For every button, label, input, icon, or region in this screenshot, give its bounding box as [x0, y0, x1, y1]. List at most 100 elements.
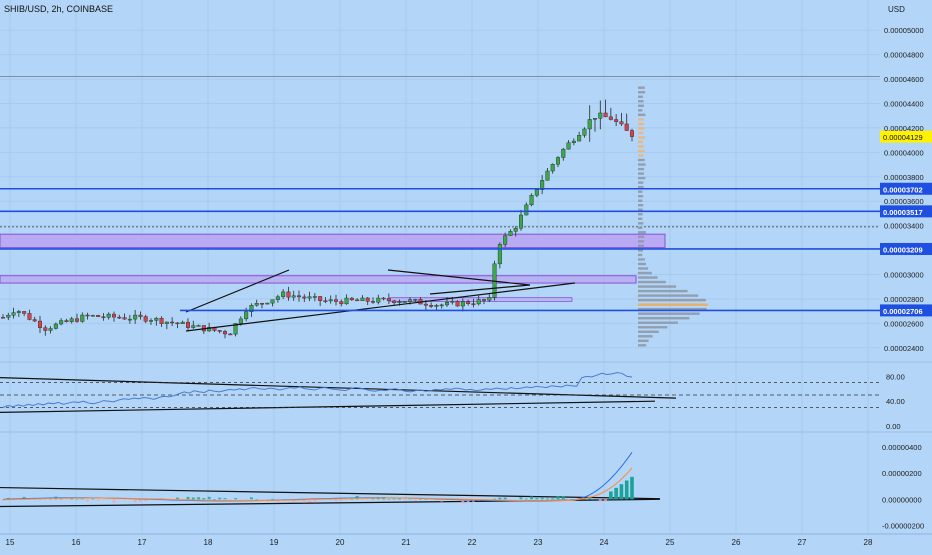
candle-body	[265, 302, 270, 305]
macd-histogram-bar	[350, 498, 354, 500]
candle-body	[344, 297, 349, 305]
macd-histogram-bar	[503, 497, 507, 500]
macd-histogram-bar	[186, 496, 190, 500]
candle-body	[550, 164, 555, 172]
macd-histogram-bar	[64, 499, 68, 500]
candle-body	[302, 296, 307, 299]
macd-histogram-bar	[366, 499, 370, 500]
macd-histogram-bar	[86, 499, 90, 502]
wedge-support-line	[185, 269, 290, 313]
time-tick-label: 28	[864, 538, 873, 547]
volume-profile-bar	[638, 231, 646, 234]
time-tick-label: 15	[6, 538, 15, 547]
macd-histogram-bar	[519, 497, 523, 500]
candle-body	[355, 299, 360, 302]
candle-body	[286, 291, 291, 298]
candle-body	[349, 297, 354, 301]
price-tick-label: 0.00002800	[884, 295, 924, 304]
volume-profile	[638, 86, 708, 347]
volume-profile-bar	[638, 258, 645, 261]
candle-body	[291, 295, 296, 298]
volume-profile-bar	[638, 131, 644, 135]
rsi-line	[2, 372, 633, 408]
candle-body	[312, 296, 317, 298]
macd-histogram-bar	[540, 497, 544, 500]
macd-pane	[1, 452, 634, 504]
macd-histogram-bar	[461, 499, 465, 504]
level-price-tag	[880, 242, 932, 255]
volume-profile-bar	[638, 213, 643, 216]
macd-histogram-bar	[175, 497, 179, 500]
volume-profile-bar	[638, 330, 659, 333]
macd-histogram-bar	[212, 498, 216, 500]
volume-profile-bar	[638, 113, 646, 117]
macd-histogram-bar	[593, 499, 597, 500]
macd-histogram-bar	[604, 499, 608, 502]
macd-histogram-bar	[244, 499, 248, 501]
level-price-label: 0.00003209	[883, 245, 923, 254]
candle-body	[22, 311, 27, 314]
candle-body	[434, 304, 439, 307]
macd-histogram-bar	[96, 499, 100, 501]
candle-body	[244, 311, 249, 320]
macd-histogram-bar	[123, 499, 127, 501]
candle-body	[154, 318, 159, 321]
volume-profile-bar	[638, 104, 644, 107]
time-tick-label: 20	[336, 538, 345, 547]
volume-profile-bar	[638, 109, 643, 112]
macd-tick-label: 0.00000200	[882, 469, 922, 478]
candle-body	[249, 305, 254, 313]
price-tick-label: 0.00004000	[884, 148, 924, 157]
macd-histogram-bar	[207, 496, 211, 500]
candle-body	[148, 320, 153, 322]
macd-histogram-bar	[239, 499, 243, 500]
current-price-tag	[880, 130, 932, 143]
volume-profile-bar	[638, 145, 644, 148]
volume-profile-bar	[638, 344, 647, 347]
level-price-label: 0.00002706	[883, 307, 923, 316]
candle-body	[471, 303, 476, 305]
macd-histogram-bar	[424, 499, 428, 500]
candle-body	[323, 300, 328, 302]
volume-profile-bar	[638, 240, 645, 243]
macd-histogram-bar	[128, 499, 132, 500]
macd-histogram-bar	[197, 497, 201, 500]
volume-profile-bar	[638, 312, 700, 315]
candle-body	[402, 301, 407, 303]
candle-body	[413, 299, 418, 301]
time-tick-label: 24	[600, 538, 609, 547]
volume-profile-bar	[638, 154, 644, 157]
macd-histogram-bar	[572, 499, 576, 500]
time-tick-label: 22	[468, 538, 477, 547]
volume-profile-bar	[638, 235, 645, 239]
candle-body	[587, 119, 592, 130]
macd-histogram-bar	[112, 499, 116, 503]
candle-body	[450, 301, 455, 303]
candle-body	[519, 214, 524, 229]
macd-histogram-bar	[450, 499, 454, 501]
candle-body	[318, 296, 323, 301]
candle-body	[619, 121, 624, 125]
macd-histogram-bar	[144, 499, 148, 502]
volume-profile-bar	[638, 298, 706, 302]
candle-body	[614, 119, 619, 122]
candle-body	[423, 303, 428, 306]
volume-profile-bar	[638, 317, 690, 320]
candle-body	[159, 318, 164, 324]
candle-body	[127, 318, 132, 321]
candle-body	[386, 298, 391, 302]
volume-profile-bar	[638, 172, 644, 175]
candlestick-series	[1, 99, 635, 339]
candle-body	[529, 195, 534, 206]
macd-histogram-bar	[117, 499, 121, 500]
macd-histogram-bar	[228, 499, 232, 500]
volume-profile-bar	[638, 190, 643, 193]
macd-histogram-bar	[429, 499, 433, 500]
axes: 0.00003702 0.00003517 0.00003209 0.00002706…	[0, 26, 932, 547]
macd-histogram-bar	[619, 484, 624, 500]
candle-body	[133, 314, 138, 320]
macd-histogram-bar	[345, 499, 349, 500]
candle-body	[571, 140, 576, 143]
candle-body	[466, 301, 471, 304]
